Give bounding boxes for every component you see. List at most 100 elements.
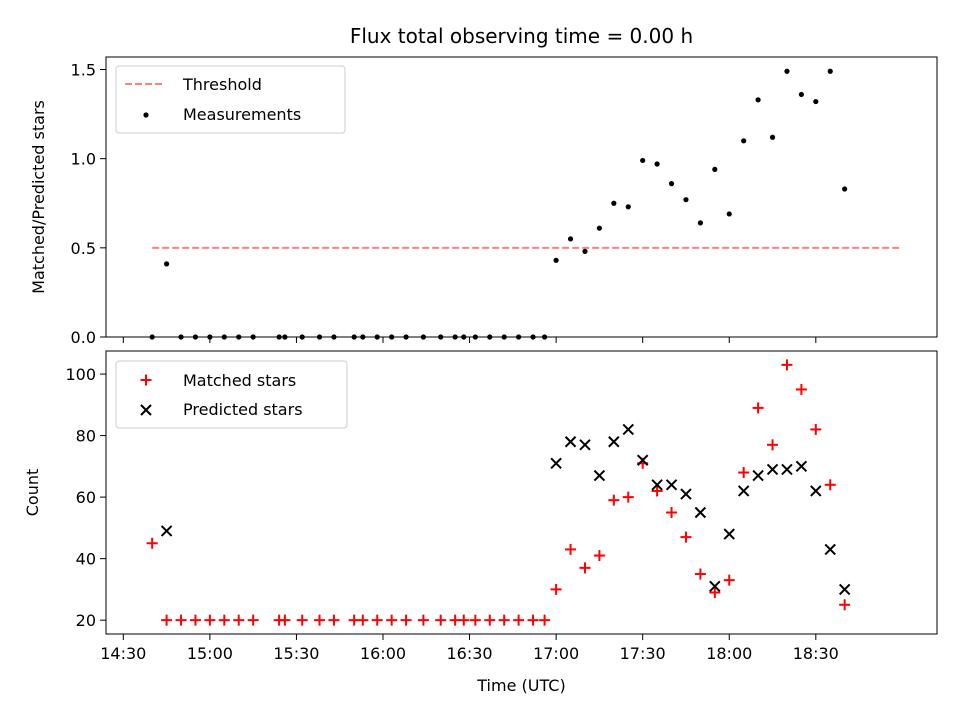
x-tick-label: 18:00 [706,644,752,663]
matched-star-point [189,614,201,626]
predicted-star-point [838,583,851,596]
x-tick-label: 18:30 [793,644,839,663]
top-x-axis-ticks [122,337,817,343]
matched-star-point [469,614,481,626]
top-legend: Threshold Measurements [115,65,346,134]
bottom-panel: 20 40 60 80 100 14:30 15:00 15:30 16:00 16:30 17:… [23,350,938,695]
measurement-point [798,91,804,98]
matched-star-point [498,614,510,626]
legend-measurements-label: Measurements [183,105,301,124]
predicted-star-point [709,580,721,593]
marker-stroke [723,528,735,540]
measurement-point [683,197,689,203]
top-y-axis-ticks: 0.0 0.5 1.0 1.5 [71,60,106,347]
marker-stroke [694,506,707,519]
legend-threshold-label: Threshold [182,75,262,94]
matched-star-point [795,383,807,395]
measurement-point [640,157,646,164]
marker-stroke [160,525,173,537]
measurement-point [755,97,761,103]
x-tick-label: 16:30 [447,644,493,663]
bottom-plot-frame [105,350,938,635]
measurement-point [611,200,617,206]
measurement-point [163,261,170,267]
predicted-star-point [564,436,577,448]
measurement-point [813,98,819,105]
marker-stroke [766,463,779,476]
matched-star-point [371,614,383,626]
matched-star-point [680,531,692,543]
measurement-point [769,134,776,140]
x-tick-label: 14:30 [100,644,146,663]
matched-star-point [579,562,591,574]
matched-star-point [709,586,721,598]
top-panel: 0.0 0.5 1.0 1.5 Matched/Predicted stars Thr… [29,56,938,347]
measurement-point [582,248,588,254]
predicted-star-point [160,525,173,537]
measurement-point [726,211,732,217]
marker-stroke [781,463,793,476]
predicted-star-point [665,479,678,491]
bottom-legend-box [115,360,348,429]
matched-star-point [781,359,793,371]
legend-predicted-label: Predicted stars [183,400,303,419]
matched-star-point [513,614,525,626]
matched-star-point [527,614,539,626]
predicted-star-point [766,463,779,476]
bottom-y-axis-label: Count [23,469,42,517]
matched-star-point [484,614,496,626]
predicted-stars-layer [160,423,851,596]
measurement-point [784,68,790,74]
matched-star-point [218,614,230,626]
measurement-point [712,166,718,172]
legend-measurements-swatch [143,112,149,118]
marker-stroke [824,543,836,556]
y-tick-label: 0.0 [71,328,96,347]
predicted-star-point [579,439,591,451]
y-tick-label: 1.5 [71,60,96,79]
y-tick-label: 80 [76,427,96,446]
matched-star-point [622,491,634,503]
marker-stroke [593,469,606,482]
measurement-point [553,257,559,263]
predicted-star-point [752,469,764,482]
top-legend-box [115,65,346,134]
matched-star-point [565,543,577,555]
matched-star-point [357,614,369,626]
matched-star-point [146,537,158,549]
bottom-y-axis-ticks: 20 40 60 80 100 [65,365,106,630]
y-tick-label: 1.0 [71,150,96,169]
y-tick-label: 40 [76,550,96,569]
matched-star-point [314,614,326,626]
matched-star-point [204,614,216,626]
marker-stroke [622,423,634,436]
x-tick-label: 17:30 [620,644,666,663]
measurement-point [827,68,833,74]
bottom-legend: Matched stars Predicted stars [115,360,348,429]
marker-stroke [680,488,692,500]
matched-star-point [723,574,735,586]
marker-stroke [579,439,591,451]
marker-stroke [550,457,562,469]
predicted-star-point [636,454,649,466]
matched-star-point [386,614,398,626]
matched-star-point [296,614,308,626]
measurement-point [625,204,631,210]
x-axis-label: Time (UTC) [476,676,565,695]
predicted-star-point [694,506,707,519]
measurement-point [741,138,747,144]
measurement-point [596,225,603,231]
matched-star-point [233,614,245,626]
marker-stroke [140,404,152,416]
matched-stars-layer [146,359,851,626]
predicted-star-point [795,460,808,473]
x-tick-label: 15:00 [187,644,233,663]
marker-stroke [752,469,764,482]
matched-star-point [539,614,551,626]
y-tick-label: 60 [76,488,96,507]
bottom-x-axis-ticks: 14:30 15:00 15:30 16:00 16:30 17:00 17:30 18:00… [100,634,839,663]
predicted-star-point [608,436,620,448]
matched-star-point [328,614,340,626]
predicted-star-point [550,457,562,469]
